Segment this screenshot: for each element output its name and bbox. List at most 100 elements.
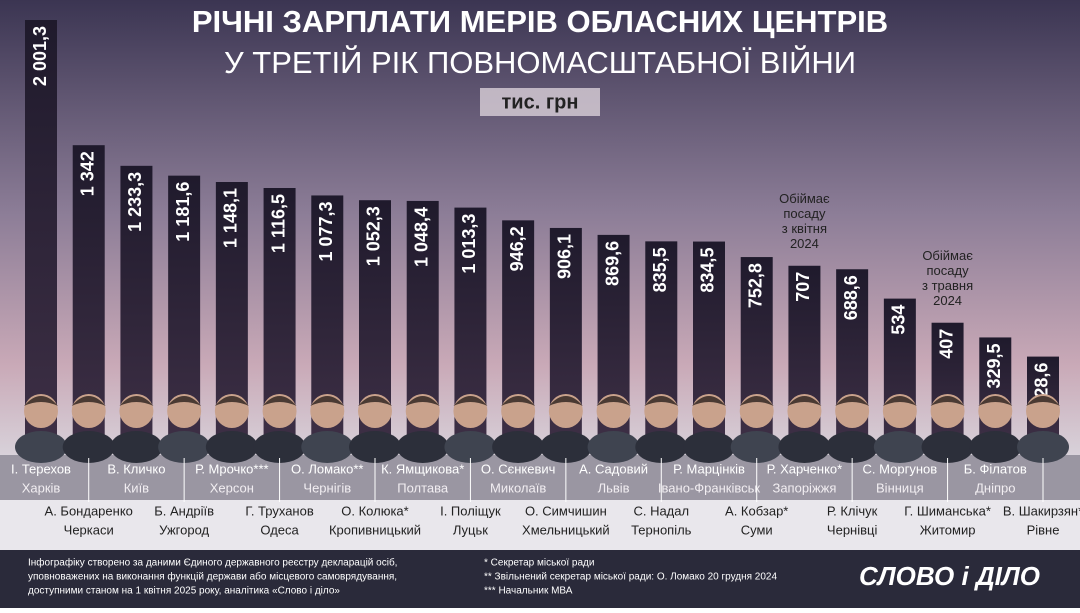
photo-body — [492, 431, 545, 463]
name-label: А. Бондаренко — [45, 503, 133, 518]
photo-hair — [501, 396, 536, 406]
value-label: 1 342 — [77, 151, 97, 196]
city-label: Хмельницький — [522, 522, 610, 537]
footnote: ** Звільнений секретар міської ради: О. … — [484, 572, 777, 583]
photo-body — [110, 431, 163, 463]
name-label: О. Колюка* — [341, 503, 408, 518]
city-label: Тернопіль — [631, 522, 692, 537]
photo-hair — [787, 396, 822, 406]
photo-hair — [167, 396, 202, 406]
value-label: 688,6 — [841, 275, 861, 320]
name-label: В. Кличко — [107, 461, 165, 476]
photo-body — [969, 431, 1022, 463]
photo-body — [253, 431, 306, 463]
city-label: Дніпро — [975, 480, 1015, 495]
city-label: Ужгород — [159, 522, 209, 537]
unit-box — [480, 88, 600, 116]
photo-body — [158, 431, 211, 463]
photo-body — [683, 431, 735, 463]
name-label: Г. Шиманська* — [904, 503, 991, 518]
photo-body — [15, 431, 67, 463]
annotation: посаду — [927, 263, 970, 278]
photo-hair — [214, 396, 249, 406]
name-label: І. Поліщук — [440, 503, 501, 518]
photo-hair — [882, 396, 917, 406]
photo-body — [539, 431, 592, 463]
photo-hair — [978, 396, 1013, 406]
name-label: І. Терехов — [11, 461, 71, 476]
value-label: 1 013,3 — [459, 214, 479, 274]
annotation: 2024 — [933, 293, 962, 308]
photo-hair — [1026, 396, 1060, 406]
unit: тис. грн — [502, 91, 579, 113]
photo-hair — [358, 396, 392, 406]
photo-body — [205, 431, 258, 463]
photo-hair — [835, 396, 870, 406]
city-label: Одеса — [260, 522, 299, 537]
photo-hair — [71, 396, 106, 406]
value-label: 752,8 — [745, 263, 765, 308]
photo-body — [635, 431, 688, 463]
city-label: Кропивницький — [329, 522, 421, 537]
name-label: В. Шакирзян* — [1003, 503, 1080, 518]
photo-body — [349, 431, 401, 463]
annotation: з травня — [922, 278, 973, 293]
city-label: Івано-Франківськ — [658, 480, 760, 495]
annotation: Обіймає — [922, 248, 973, 263]
city-label: Вінниця — [876, 480, 924, 495]
photo-body — [826, 431, 879, 463]
name-label: Р. Клічук — [827, 503, 878, 518]
value-label: 329,5 — [984, 343, 1004, 388]
photo-hair — [644, 396, 679, 406]
value-label: 869,6 — [602, 241, 622, 286]
logo: СЛОВО і ДІЛО — [859, 561, 1040, 591]
source-note: Інфографіку створено за даними Єдиного д… — [28, 557, 397, 569]
name-label: Р. Харченко* — [767, 461, 843, 476]
value-label: 1 077,3 — [316, 201, 336, 261]
name-label: Р. Мрочко*** — [195, 461, 268, 476]
city-label: Рівне — [1027, 522, 1060, 537]
name-label: А. Кобзар* — [725, 503, 788, 518]
chart-title: РІЧНІ ЗАРПЛАТИ МЕРІВ ОБЛАСНИХ ЦЕНТРІВ — [192, 4, 888, 39]
city-label: Чернівці — [827, 522, 878, 537]
photo-body — [301, 431, 354, 463]
photo-hair — [548, 396, 583, 406]
bar — [25, 20, 57, 440]
value-label: 707 — [793, 272, 813, 302]
city-label: Миколаїв — [490, 480, 546, 495]
chart-subtitle: У ТРЕТІЙ РІК ПОВНОМАСШТАБНОЇ ВІЙНИ — [224, 44, 856, 80]
value-label: 946,2 — [507, 226, 527, 271]
photo-hair — [930, 396, 965, 406]
photo-body — [1017, 431, 1069, 463]
label-band — [0, 500, 1080, 550]
city-label: Херсон — [210, 480, 254, 495]
annotation: Обіймає — [779, 191, 830, 206]
value-label: 2 001,3 — [30, 26, 50, 86]
name-label: О. Симчишин — [525, 503, 607, 518]
photo-hair — [405, 396, 440, 406]
value-label: 534 — [889, 305, 909, 335]
value-label: 835,5 — [650, 247, 670, 292]
name-label: Г. Труханов — [245, 503, 313, 518]
name-label: С. Моргунов — [863, 461, 938, 476]
city-label: Київ — [124, 480, 149, 495]
value-label: 407 — [936, 329, 956, 359]
name-label: С. Надал — [633, 503, 689, 518]
photo-hair — [119, 396, 154, 406]
source-note: уповноважених на виконання функцій держа… — [28, 571, 397, 583]
photo-body — [587, 431, 640, 463]
footnote: *** Начальник МВА — [484, 586, 573, 597]
value-label: 834,5 — [698, 248, 718, 293]
footnote: * Секретар міської ради — [484, 558, 594, 569]
city-label: Запоріжжя — [772, 480, 836, 495]
photo-body — [62, 431, 115, 463]
city-label: Полтава — [397, 480, 449, 495]
city-label: Харків — [22, 480, 61, 495]
photo-body — [921, 431, 974, 463]
photo-body — [778, 431, 831, 463]
source-note: доступними станом на 1 квітня 2025 року,… — [28, 586, 340, 597]
photo-hair — [24, 396, 58, 406]
photo-body — [396, 431, 449, 463]
photo-hair — [692, 396, 726, 406]
